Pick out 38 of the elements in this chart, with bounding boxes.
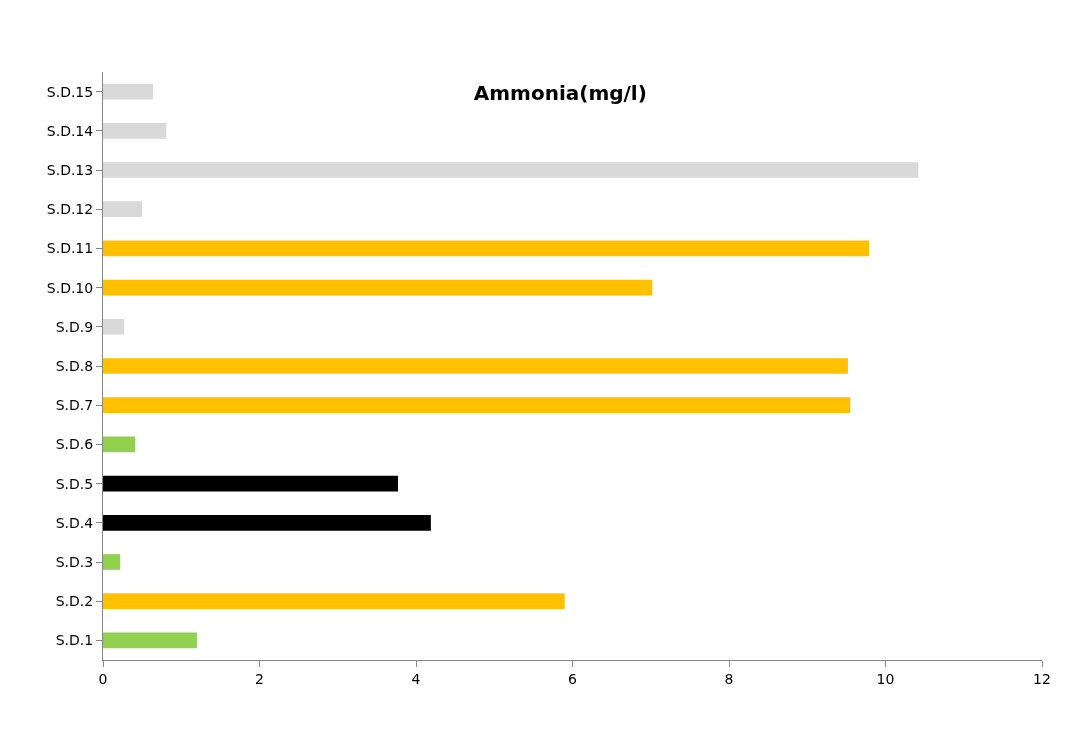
y-tick-label: S.D.5	[55, 475, 94, 492]
x-tick-label: 2	[255, 670, 264, 687]
x-tick-label: 0	[98, 670, 108, 687]
y-tick-label: S.D.12	[46, 201, 94, 218]
y-tick-label: S.D.6	[55, 436, 94, 453]
bar	[103, 554, 121, 570]
y-tick-label: S.D.8	[55, 357, 94, 374]
bar	[103, 514, 431, 531]
y-tick-label: S.D.2	[55, 593, 94, 610]
y-tick-label: S.D.13	[46, 161, 94, 178]
x-tick-label: 12	[1033, 670, 1051, 687]
y-tick-label: S.D.1	[55, 632, 94, 649]
bar	[103, 162, 919, 178]
y-tick-label: S.D.4	[55, 514, 94, 531]
bar	[103, 201, 143, 218]
y-tick-label: S.D.3	[55, 553, 94, 570]
bar	[103, 475, 398, 492]
x-tick-label: 8	[724, 670, 734, 687]
y-tick-label: S.D.10	[46, 279, 94, 296]
y-tick-label: S.D.15	[46, 83, 94, 100]
bar	[103, 593, 565, 610]
bar	[103, 358, 848, 374]
bar	[103, 632, 197, 649]
bar	[103, 279, 653, 296]
bar	[103, 318, 125, 335]
x-tick-label: 10	[876, 670, 895, 687]
text: Ammonia(mg/l)	[473, 81, 647, 106]
bar	[103, 83, 154, 100]
bar	[103, 240, 870, 257]
bar	[103, 122, 167, 139]
bar	[103, 436, 136, 453]
x-tick-label: 6	[568, 670, 578, 687]
y-tick-label: S.D.14	[46, 122, 94, 139]
y-tick-label: S.D.7	[55, 397, 94, 414]
y-tick-label: S.D.11	[46, 240, 94, 257]
y-tick-label: S.D.9	[55, 318, 94, 335]
x-tick-label: 4	[411, 670, 421, 687]
bar	[103, 397, 851, 414]
